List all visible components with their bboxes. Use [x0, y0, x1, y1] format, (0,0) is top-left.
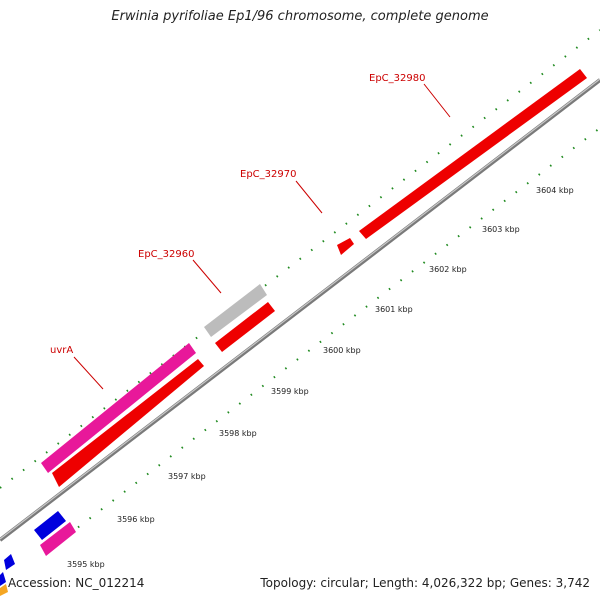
gene-label-epc-32980: EpC_32980	[369, 73, 425, 84]
tick-label-3596: 3596 kbp	[117, 515, 155, 524]
gene-blue-c[interactable]	[0, 572, 6, 586]
gene-label-epc-32970: EpC_32970	[240, 169, 296, 180]
tick-label-3598: 3598 kbp	[219, 429, 257, 438]
label-line-epc-32970	[295, 180, 323, 214]
genome-backbone	[0, 78, 600, 542]
outer-dotted-track	[0, 29, 600, 489]
tick-label-3600: 3600 kbp	[323, 346, 361, 355]
label-line-epc-32960	[192, 259, 222, 294]
gene-epc-32980[interactable]	[359, 69, 587, 239]
tick-label-3604: 3604 kbp	[536, 186, 574, 195]
tick-label-3599: 3599 kbp	[271, 387, 309, 396]
gene-gray[interactable]	[204, 284, 267, 337]
tick-label-3597: 3597 kbp	[168, 472, 206, 481]
tick-label-3603: 3603 kbp	[482, 225, 520, 234]
genome-summary: Topology: circular; Length: 4,026,322 bp…	[260, 576, 590, 590]
gene-blue-a[interactable]	[34, 511, 66, 540]
gene-uvra[interactable]	[41, 343, 196, 473]
gene-label-uvra: uvrA	[50, 345, 73, 356]
label-line-uvra	[73, 356, 104, 390]
gene-epc-32970[interactable]	[337, 238, 354, 255]
gene-pink-small[interactable]	[40, 522, 76, 556]
gene-epc-32960[interactable]	[215, 302, 275, 352]
tick-label-3601: 3601 kbp	[375, 305, 413, 314]
gene-blue-b[interactable]	[4, 554, 15, 570]
label-line-epc-32980	[423, 83, 451, 118]
map-title: Erwinia pyrifoliae Ep1/96 chromosome, co…	[111, 9, 489, 24]
scale-dotted-track	[54, 127, 600, 546]
accession-label: Accession: NC_012214	[8, 576, 145, 590]
gene-uvra-neighbor[interactable]	[52, 359, 204, 487]
gene-orange[interactable]	[0, 584, 8, 596]
tick-label-3602: 3602 kbp	[429, 265, 467, 274]
tick-label-3595: 3595 kbp	[67, 560, 105, 569]
genome-backbone-highlight	[0, 78, 600, 540]
gene-label-epc-32960: EpC_32960	[138, 249, 194, 260]
